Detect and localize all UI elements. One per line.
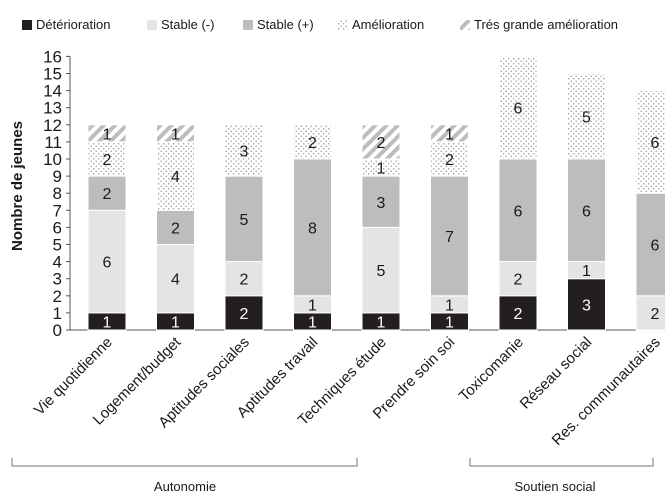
legend-label-stable: Stable (+) — [257, 17, 314, 32]
legend-swatch-deterioration — [22, 20, 32, 30]
group-bracket-soutien-social — [470, 458, 653, 466]
data-label: 3 — [377, 195, 386, 212]
bar-stack-reseau-social: 3 1 6 5 — [568, 74, 606, 331]
y-tick-label: 10 — [43, 150, 62, 169]
bar-stack-techniques-etude: 1 5 3 1 2 — [362, 125, 400, 332]
y-tick-label: 11 — [44, 133, 62, 152]
data-label: 2 — [103, 186, 112, 203]
data-label: 8 — [308, 220, 317, 237]
bar-stack-aptitudes-travail: 11 8 2 — [294, 125, 332, 332]
data-label: 1 — [445, 126, 454, 143]
data-label: 1 — [308, 314, 317, 331]
legend-label-tres-grande-amelioration: Trés grande amélioration — [474, 17, 618, 32]
data-label: 1 — [445, 297, 454, 314]
y-tick-label: 16 — [43, 47, 62, 66]
data-label: 2 — [445, 152, 454, 169]
group-label-autonomie: Autonomie — [154, 479, 216, 494]
data-label: 6 — [651, 135, 660, 152]
y-tick-label: 6 — [53, 218, 62, 237]
data-label: 1 — [308, 297, 317, 314]
category-groups: Autonomie Soutien social — [12, 458, 653, 494]
data-label: 1 — [171, 314, 180, 331]
group-label-soutien-social: Soutien social — [515, 479, 596, 494]
data-label: 1 — [377, 161, 386, 178]
y-tick-label: 15 — [43, 65, 62, 84]
y-tick-label: 2 — [53, 287, 62, 306]
bar-stack-toxicomanie: 2 2 6 6 — [499, 56, 537, 330]
y-axis-label: Nombre de jeunes — [9, 121, 26, 251]
data-label: 2 — [514, 272, 523, 289]
y-tick-label: 8 — [53, 184, 62, 203]
data-label: 4 — [171, 169, 180, 186]
chart-legend: Détérioration Stable (-) Stable (+) Amélior… — [22, 17, 618, 32]
y-tick-label: 13 — [43, 99, 62, 118]
data-label: 2 — [103, 152, 112, 169]
data-label: 5 — [240, 212, 249, 229]
y-tick-label: 1 — [53, 304, 62, 323]
legend-swatch-tres-grande-amelioration — [460, 20, 470, 30]
data-label: 6 — [103, 255, 112, 272]
bar-stack-aptitudes-sociales: 2 2 5 3 — [225, 125, 263, 330]
y-tick-label: 3 — [53, 270, 62, 289]
data-label: 3 — [240, 143, 249, 160]
legend-swatch-amelioration — [338, 20, 348, 30]
data-label: 7 — [445, 229, 454, 246]
legend-label-deterioration: Détérioration — [36, 17, 110, 32]
y-tick-label: 7 — [53, 201, 62, 220]
data-label: 2 — [514, 306, 523, 323]
data-label: 2 — [308, 135, 317, 152]
data-label: 2 — [171, 220, 180, 237]
y-tick-label: 4 — [53, 253, 62, 272]
data-label: 1 — [582, 263, 591, 280]
data-label: 1 — [377, 314, 386, 331]
data-label: 6 — [514, 203, 523, 220]
data-label: 1 — [103, 126, 112, 143]
data-label: 4 — [171, 272, 180, 289]
x-axis-tick-labels: Vie quotidienneLogement/budgetAptitudes … — [31, 333, 664, 449]
data-label: 2 — [377, 135, 386, 152]
legend-label-stable: Stable (-) — [161, 17, 214, 32]
data-label: 1 — [171, 126, 180, 143]
data-label: 2 — [240, 306, 249, 323]
data-label: 5 — [582, 109, 591, 126]
data-label: 1 — [445, 314, 454, 331]
group-bracket-autonomie — [12, 458, 357, 466]
data-label: 1 — [103, 314, 112, 331]
x-tick-label-reseau-social: Réseau social — [517, 334, 596, 413]
bar-stack-logement-budget: 1 4 2 4 1 — [157, 125, 195, 332]
bar-stack-vie-quotidienne: 1 6 2 2 1 — [88, 125, 126, 332]
y-tick-label: 5 — [53, 236, 62, 255]
y-tick-label: 0 — [53, 321, 62, 340]
data-label: 5 — [377, 263, 386, 280]
data-label: 6 — [582, 203, 591, 220]
y-tick-label: 12 — [43, 116, 62, 135]
legend-label-amelioration: Amélioration — [352, 17, 424, 32]
x-tick-label-toxicomanie: Toxicomanie — [456, 334, 527, 405]
y-tick-label: 9 — [53, 167, 62, 186]
data-label: 6 — [651, 238, 660, 255]
legend-swatch-stable — [243, 20, 253, 30]
legend-swatch-stable — [147, 20, 157, 30]
data-label: 6 — [514, 101, 523, 118]
bar-stack-res-communautaires: 2 6 6 — [636, 91, 665, 330]
data-label: 3 — [582, 297, 591, 314]
data-label: 2 — [240, 272, 249, 289]
data-label: 2 — [651, 306, 660, 323]
y-tick-label: 14 — [43, 82, 62, 101]
